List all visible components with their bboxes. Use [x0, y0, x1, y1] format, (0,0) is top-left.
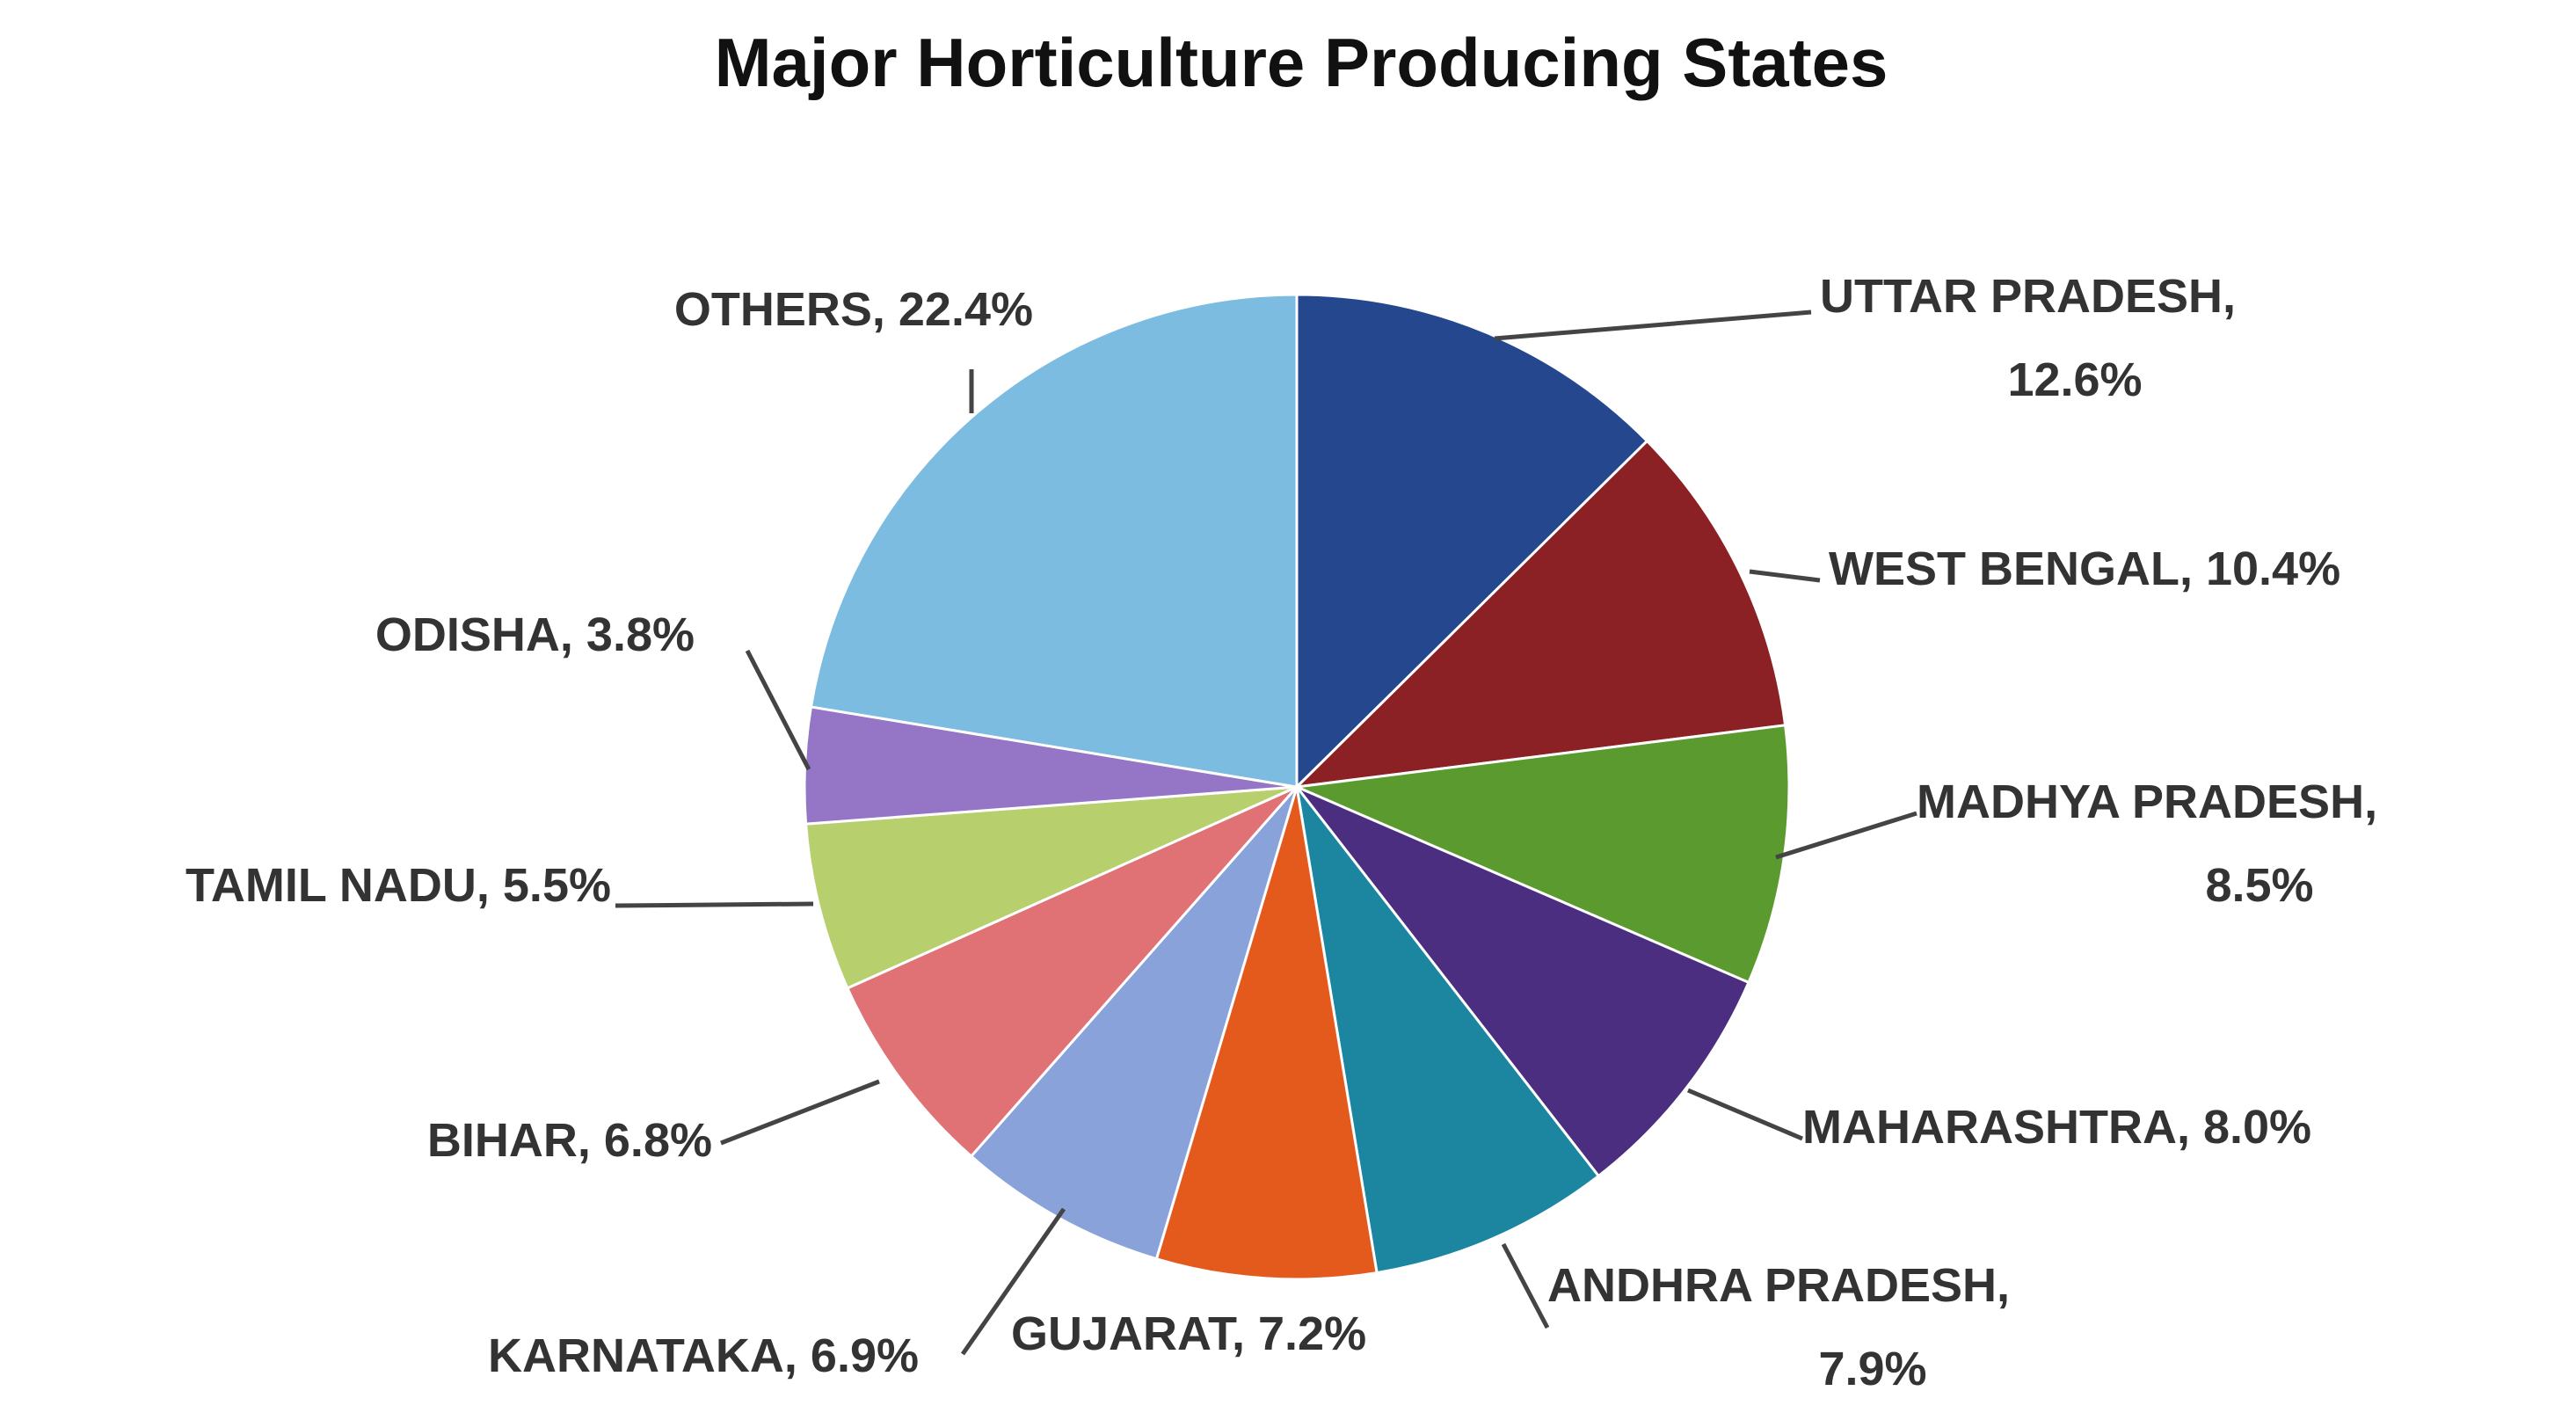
pie-slice-gujarat	[1154, 786, 1379, 1281]
leader-line-west-bengal	[1749, 569, 1821, 583]
pie-slice-tamil-nadu	[804, 785, 1298, 990]
leader-line-karnataka	[960, 1207, 1066, 1356]
slice-label-others: OTHERS, 22.4%	[674, 283, 1033, 336]
slice-label-maharashtra: MAHARASHTRA, 8.0%	[1802, 1101, 2311, 1154]
slice-label-gujarat: GUJARAT, 7.2%	[1011, 1307, 1366, 1360]
pie-slice-west-bengal	[1292, 439, 1787, 790]
leader-line-bihar	[720, 1079, 880, 1146]
slice-label-karnataka: KARNATAKA, 6.9%	[488, 1329, 919, 1382]
chart-title: Major Horticulture Producing States	[715, 24, 1888, 101]
pie-slice-others	[809, 293, 1299, 789]
leader-line-uttar-pradesh	[1494, 309, 1812, 341]
pie-slice-bihar	[845, 785, 1299, 1159]
slice-label-tamil-nadu: TAMIL NADU, 5.5%	[186, 859, 611, 912]
slice-label-west-bengal: WEST BENGAL, 10.4%	[1829, 543, 2340, 595]
slice-label-uttar-pradesh: UTTAR PRADESH, 12.6%	[1820, 270, 2236, 406]
pie-slice-uttar-pradesh	[1295, 293, 1649, 790]
leader-line-maharashtra	[1687, 1088, 1803, 1141]
slice-label-madhya-pradesh: MADHYA PRADESH, 8.5%	[1917, 776, 2377, 912]
pie-slices	[803, 293, 1791, 1281]
slice-label-andhra-pradesh: ANDHRA PRADESH, 7.9%	[1547, 1259, 2010, 1395]
leader-line-odisha	[745, 649, 811, 771]
leader-line-tamil-nadu	[615, 901, 814, 908]
pie-slice-andhra-pradesh	[1295, 786, 1601, 1275]
slice-label-bihar: BIHAR, 6.8%	[427, 1114, 712, 1167]
leader-line-andhra-pradesh	[1501, 1242, 1550, 1329]
leader-lines	[615, 309, 1917, 1356]
slice-label-odisha: ODISHA, 3.8%	[375, 608, 695, 661]
leader-line-madhya-pradesh	[1775, 811, 1917, 860]
slice-labels: UTTAR PRADESH, 12.6% WEST BENGAL, 10.4% MAD…	[186, 270, 2377, 1395]
pie-slice-maharashtra	[1295, 785, 1750, 1178]
